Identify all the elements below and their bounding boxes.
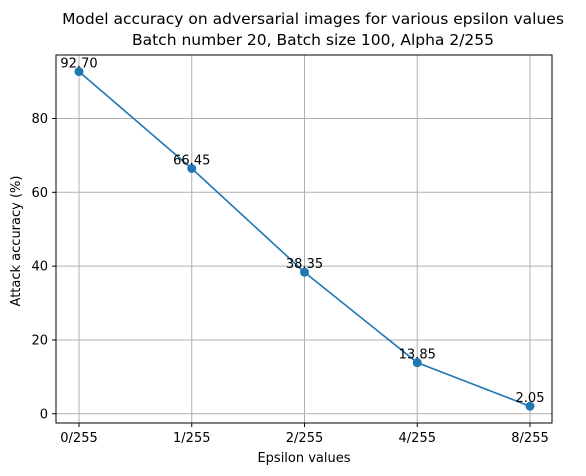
- y-tick-label: 0: [40, 407, 48, 422]
- data-point-marker: [300, 267, 309, 277]
- ticks-layer: 0/255 1/255 2/255 4/255 8/255 0 20 40 60 80: [31, 112, 548, 446]
- data-point-label: 2.05: [516, 391, 545, 406]
- chart-title-line-1: Model accuracy on adversarial images for…: [62, 10, 564, 28]
- data-point-marker: [525, 401, 535, 411]
- data-point-marker: [74, 67, 84, 77]
- data-labels-layer: 92.70 66.45 38.35 13.85 2.05: [60, 57, 544, 407]
- x-tick-label: 0/255: [60, 431, 97, 446]
- x-tick-label: 2/255: [286, 431, 323, 446]
- y-tick-label: 40: [31, 260, 48, 275]
- grid-layer: [56, 55, 552, 423]
- y-tick-label: 20: [31, 333, 48, 348]
- data-point-label: 38.35: [286, 257, 323, 272]
- data-point-label: 92.70: [60, 57, 97, 72]
- x-tick-label: 4/255: [399, 431, 436, 446]
- x-tick-label: 8/255: [511, 431, 548, 446]
- y-tick-label: 80: [31, 112, 48, 127]
- data-point-marker: [412, 358, 422, 368]
- y-tick-label: 60: [31, 186, 48, 201]
- data-point-label: 66.45: [173, 154, 210, 169]
- x-tick-label: 1/255: [173, 431, 210, 446]
- data-point-marker: [187, 164, 197, 174]
- chart-title-line-2: Batch number 20, Batch size 100, Alpha 2…: [132, 31, 494, 49]
- series-layer: [74, 67, 535, 411]
- y-axis-label: Attack accuracy (%): [9, 176, 24, 307]
- data-point-label: 13.85: [399, 348, 436, 363]
- x-axis-label: Epsilon values: [257, 451, 350, 466]
